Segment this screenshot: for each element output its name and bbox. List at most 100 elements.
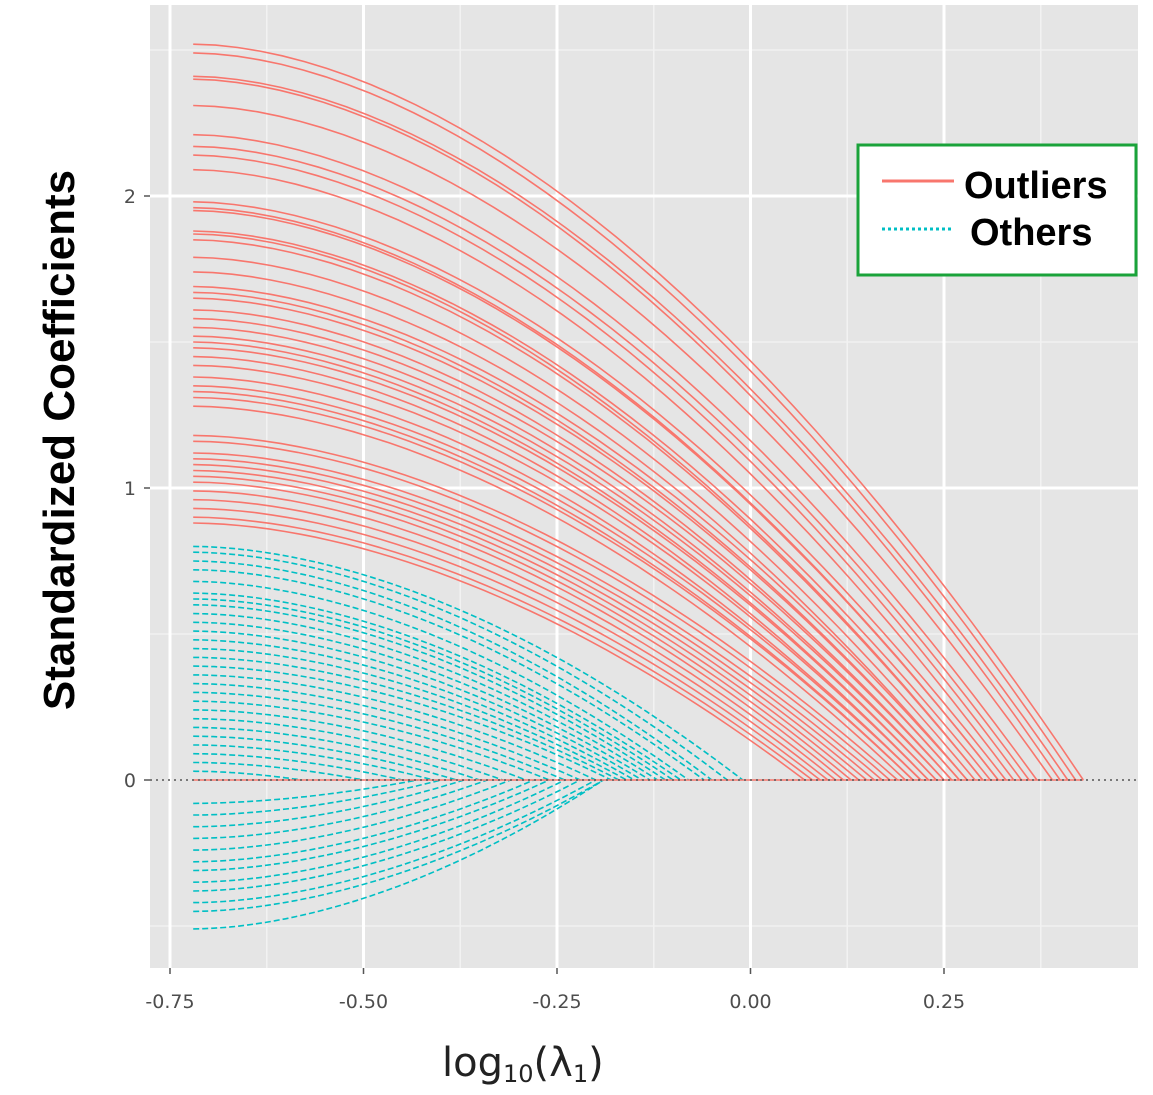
outlier-path [193,309,953,781]
other-path [193,779,418,805]
other-path [193,551,728,781]
outlier-path [193,154,1023,781]
outlier-path [193,317,953,781]
other-path [193,779,488,840]
outlier-path [193,52,1077,781]
outlier-path [193,364,930,781]
outlier-path [193,355,930,781]
other-path [193,779,550,872]
other-path [193,779,535,863]
outlier-path [193,440,891,781]
outlier-path [193,463,868,781]
other-path [193,779,511,851]
other-path [193,709,527,781]
outlier-path [193,507,821,781]
other-path [193,717,504,781]
y-tick-label: 0 [124,770,136,792]
outlier-path [193,133,1038,781]
outlier-path [193,376,922,781]
grid-lines [150,5,1138,968]
x-axis-title-log: log [442,1040,503,1086]
other-path [193,761,364,781]
outlier-path [193,347,937,781]
other-path [193,665,612,781]
outlier-path [193,104,1054,781]
other-path [193,647,628,781]
outlier-path [193,452,883,781]
other-path [193,779,465,828]
legend-box [856,143,1138,277]
other-path [193,639,635,781]
outlier-path [193,405,906,781]
x-tick-label: -0.50 [339,991,388,1013]
x-tick-label: 0.25 [923,991,965,1013]
other-path [193,779,604,913]
outlier-path [193,458,875,781]
outlier-path [193,469,860,781]
other-path [193,604,666,781]
legend-others-label: Others [970,212,1092,254]
outlier-path [193,396,914,781]
other-path [193,779,581,892]
outlier-path [193,256,976,781]
outlier-path [193,209,999,781]
outlier-path [193,326,945,781]
other-path [193,598,674,781]
outlier-path [193,145,1030,781]
other-path [193,612,659,781]
outlier-path [193,201,1007,781]
outlier-path [193,490,837,781]
outlier-path [193,390,914,781]
other-path [193,682,581,781]
outlier-path [193,168,1015,781]
outlier-path [193,475,852,781]
other-path [193,656,620,781]
other-path [193,569,705,781]
outlier-path [193,75,1069,781]
x-tick-label: -0.25 [532,991,581,1013]
other-path [193,779,604,930]
x-axis-title-log-sub: 10 [503,1060,534,1088]
outlier-path [193,43,1084,781]
y-tick-label: 2 [124,186,136,208]
outlier-path [193,271,968,781]
other-path [193,545,744,781]
other-path [193,621,651,781]
other-path [193,592,682,781]
x-axis-title-arg: (λ [534,1040,573,1086]
legend: Outliers Others [856,143,1138,277]
outlier-path [193,341,937,781]
outlier-path [193,385,922,781]
legend-outliers-label: Outliers [964,165,1108,207]
x-axis-title: log10(λ1) [442,1040,604,1088]
outlier-path [193,233,984,781]
other-path [193,744,434,781]
x-axis-title-arg-sub: 1 [573,1060,588,1088]
outlier-path [193,285,968,781]
y-tick-label: 1 [124,478,136,500]
y-axis-title: Standardized Coefficients [35,170,84,710]
outlier-path [193,230,992,781]
x-tick-label: 0.00 [729,991,771,1013]
outlier-path [193,78,1061,781]
other-path [193,770,302,781]
outlier-path [193,516,813,781]
outlier-path [193,297,961,781]
axis-ticks: -0.75 -0.50 -0.25 0.00 0.25 0 1 2 [124,186,965,1013]
other-path [193,580,690,781]
outlier-path [193,522,806,781]
other-path [193,700,550,781]
other-path [193,752,403,781]
outlier-path [193,239,984,781]
other-path [193,726,480,781]
outlier-path [193,481,844,781]
outlier-path [193,498,829,781]
other-path [193,630,643,781]
x-axis-title-close: ) [588,1040,604,1086]
series-lines [150,43,1138,930]
other-path [193,691,566,781]
other-path [193,779,597,904]
outlier-path [193,434,899,781]
x-tick-label: -0.75 [145,991,194,1013]
